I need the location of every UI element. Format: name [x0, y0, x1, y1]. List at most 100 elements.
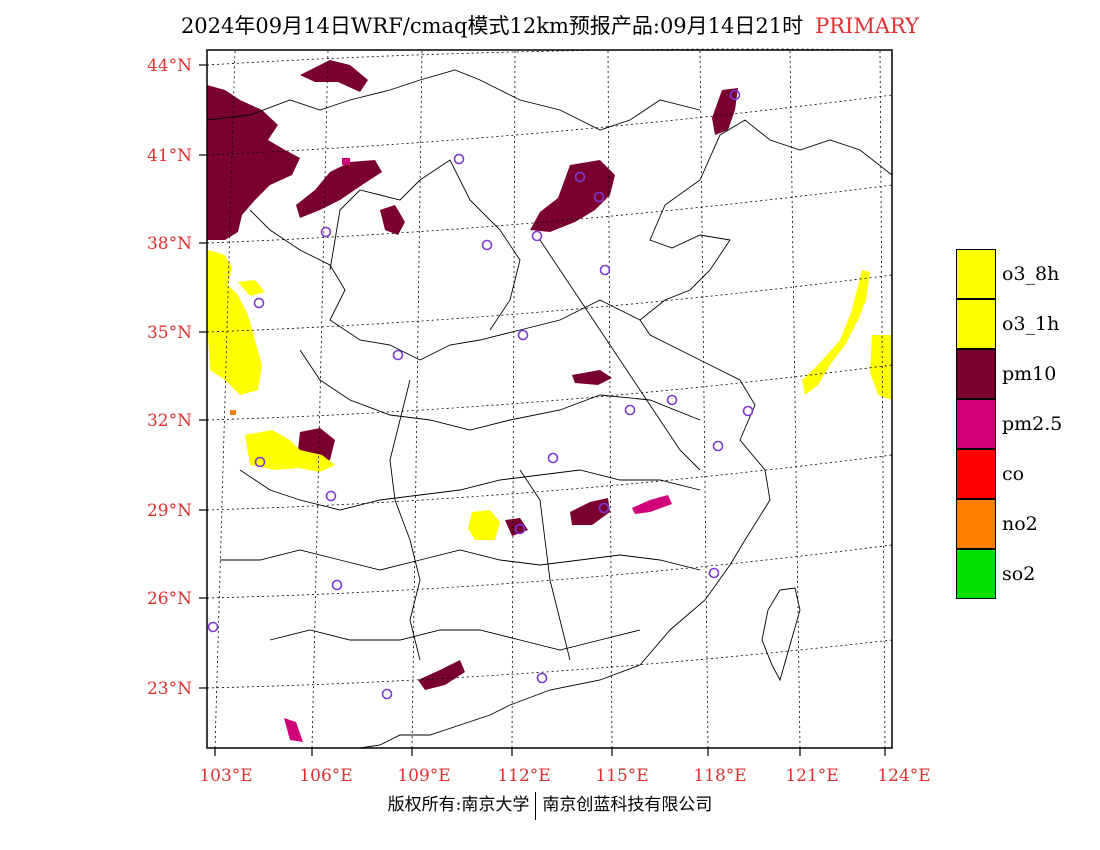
no2-spot: [230, 410, 236, 415]
station-marker: [531, 230, 543, 242]
lat-label-23n: 23°N: [147, 679, 192, 699]
latitude-labels: 44°N 41°N 38°N 35°N 32°N 29°N 26°N 23°N: [147, 56, 192, 699]
legend-swatch: [956, 449, 996, 499]
legend-label: o3_8h: [1002, 263, 1060, 285]
pollution-plumes: [207, 60, 892, 742]
province-border-d: [239, 469, 701, 511]
station-marker: [453, 153, 465, 165]
pm10-area-hebei: [530, 160, 615, 232]
meridian-112E: [511, 49, 516, 749]
lon-label-103e: 103°E: [199, 766, 252, 786]
station-marker: [481, 239, 493, 251]
station-marker: [742, 405, 754, 417]
province-border-b: [249, 209, 641, 361]
station-marker: [207, 621, 219, 633]
o3-area-hunan: [468, 510, 500, 540]
parallel-29N: [206, 454, 893, 511]
legend-label: o3_1h: [1002, 313, 1060, 335]
lat-label-38n: 38°N: [147, 234, 192, 254]
pm10-area-loess: [380, 205, 405, 235]
legend-label: pm2.5: [1002, 413, 1063, 435]
legend-swatch: [956, 499, 996, 549]
meridian-121E: [789, 49, 801, 749]
parallel-23N: [206, 639, 893, 689]
province-border-j: [519, 469, 571, 661]
lat-label-44n: 44°N: [147, 56, 192, 76]
station-markers: [207, 89, 754, 700]
o3-area-sea-east-2: [870, 335, 892, 400]
pm10-area-guangdong: [418, 660, 465, 690]
station-marker: [593, 191, 605, 203]
province-border-e: [220, 549, 701, 571]
lon-label-112e: 112°E: [497, 766, 550, 786]
legend-label: so2: [1002, 563, 1036, 585]
lon-label-106e: 106°E: [299, 766, 352, 786]
parallel-32N: [206, 364, 893, 421]
meridian-103E: [214, 49, 236, 749]
taiwan-outline: [761, 587, 801, 682]
legend-swatch: [956, 549, 996, 599]
station-marker: [624, 404, 636, 416]
footer-divider: [535, 791, 537, 820]
station-marker: [708, 567, 720, 579]
boundary-lines: [206, 69, 893, 749]
legend-label: no2: [1002, 513, 1038, 535]
o3-area-sea-east: [802, 270, 870, 395]
legend-swatch: [956, 249, 996, 299]
graticule: [206, 48, 893, 749]
meridian-118E: [699, 49, 709, 749]
pm25-area-south: [284, 718, 303, 742]
station-marker: [514, 523, 526, 535]
lat-label-32n: 32°N: [147, 411, 192, 431]
parallel-35N: [206, 274, 893, 333]
meridian-109E: [411, 49, 423, 749]
station-marker: [381, 688, 393, 700]
o3-area-qinghai: [207, 250, 262, 395]
province-border-f: [269, 629, 641, 651]
lat-label-41n: 41°N: [147, 146, 192, 166]
parallel-44N: [206, 48, 893, 66]
station-marker: [536, 672, 548, 684]
pm10-area-liaoning: [712, 88, 738, 135]
lon-label-118e: 118°E: [693, 766, 746, 786]
legend-swatch: [956, 299, 996, 349]
province-border-c: [299, 349, 701, 431]
coastline: [359, 119, 893, 749]
station-marker: [517, 329, 529, 341]
parallel-38N: [206, 184, 893, 244]
copyright-right: 南京创蓝科技有限公司: [542, 795, 713, 815]
pm10-area-inner-mongolia: [296, 160, 382, 218]
station-marker: [547, 452, 559, 464]
map-title: 2024年09月14日WRF/cmaq模式12km预报产品:09月14日21时 P…: [0, 10, 1100, 40]
pm10-area-shandong: [572, 370, 612, 385]
legend-label: pm10: [1002, 363, 1057, 385]
station-marker: [574, 171, 586, 183]
lon-label-124e: 124°E: [877, 766, 930, 786]
legend-swatch: [956, 399, 996, 449]
province-border-a: [206, 69, 701, 131]
station-marker: [331, 579, 343, 591]
lat-label-29n: 29°N: [147, 501, 192, 521]
pm10-area-jiangxi: [570, 498, 610, 525]
longitude-labels: 103°E 106°E 109°E 112°E 115°E 118°E 121°…: [199, 766, 930, 786]
pm10-area-northwest: [207, 85, 300, 240]
lon-label-109e: 109°E: [397, 766, 450, 786]
station-marker: [598, 502, 610, 514]
province-border-i: [389, 379, 421, 661]
station-marker: [729, 89, 741, 101]
copyright-left: 版权所有:南京大学: [387, 795, 530, 815]
pm25-area-north: [342, 158, 350, 165]
station-marker: [254, 456, 266, 468]
o3-area-sichuan: [245, 430, 335, 472]
station-marker: [392, 349, 404, 361]
axis-ticks: [199, 64, 886, 756]
legend-label: co: [1002, 463, 1025, 485]
legend-swatch: [956, 349, 996, 399]
pm10-area-north: [300, 60, 368, 92]
station-marker: [320, 226, 332, 238]
station-marker: [666, 394, 678, 406]
lon-label-115e: 115°E: [595, 766, 648, 786]
copyright-footer: 版权所有:南京大学 南京创蓝科技有限公司: [0, 790, 1100, 820]
o3-area-qinghai-east: [238, 280, 265, 296]
